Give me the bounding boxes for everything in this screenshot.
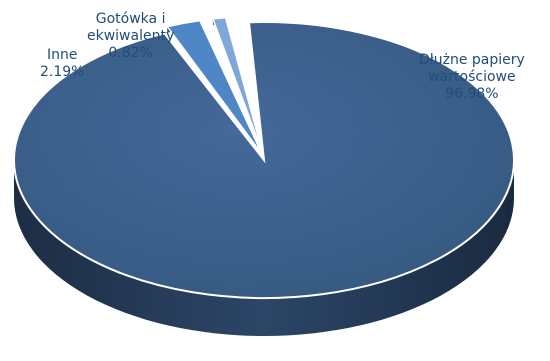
- slice-name-dluzne-line2: wartościowe: [428, 69, 516, 85]
- slice-name-dluzne-line1: Dłużne papiery: [419, 52, 525, 68]
- slice-name-gotowka-line1: Gotówka i: [95, 11, 166, 27]
- slice-name-gotowka-line2: ekwiwalenty: [87, 28, 175, 44]
- pie-slice-inne: [165, 19, 263, 155]
- slice-value-gotowka: 0.82%: [108, 45, 153, 61]
- slice-label-dluzne: Dłużne papiery wartościowe 96.98%: [419, 52, 525, 103]
- pie-side-dluzne: [14, 160, 514, 336]
- slice-value-inne: 2.19%: [40, 64, 85, 80]
- pie-slice-dluzne: [13, 21, 515, 299]
- pie-slice-gotowka: [211, 16, 264, 155]
- slice-label-inne: Inne 2.19%: [40, 47, 84, 81]
- slice-label-gotowka: Gotówka i ekwiwalenty 0.82%: [87, 11, 174, 62]
- slice-name-inne: Inne: [46, 47, 78, 63]
- slice-value-dluzne: 96.98%: [445, 86, 499, 102]
